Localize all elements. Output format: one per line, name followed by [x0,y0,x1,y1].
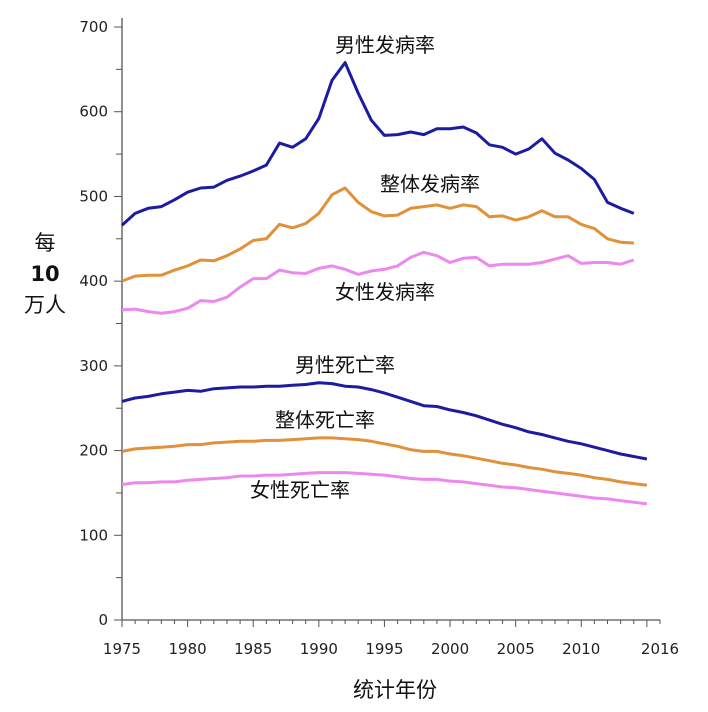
series-label-5: 女性死亡率 [250,478,350,502]
x-tick-label: 1980 [169,640,207,658]
x-tick-label: 1995 [365,640,403,658]
series-label-0: 男性发病率 [335,33,435,57]
series-line-0 [120,61,635,227]
series-lines [120,61,648,506]
x-tick-label: 2005 [497,640,535,658]
y-tick-label: 200 [79,442,108,460]
series-line-2 [121,250,635,315]
series-label-3: 男性死亡率 [295,353,395,377]
x-tick-label: 1990 [300,640,338,658]
x-axis-label: 统计年份 [353,678,437,702]
series-line-4 [121,436,648,487]
axes: 0 100 200 300 400 500 600 700 1975 1980 1985 1990 19… [79,18,679,658]
y-tick-label: 300 [79,357,108,375]
series-label-4: 整体死亡率 [275,408,375,432]
y-axis-label-3: 万人 [24,293,66,317]
series-label-2: 女性发病率 [335,280,435,304]
series-label-1: 整体发病率 [380,172,480,196]
y-axis-label-1: 每 [35,231,56,255]
x-tick-label: 2010 [562,640,600,658]
x-tick-label: 1985 [234,640,272,658]
y-axis-label-2: 10 [30,262,59,286]
y-tick-label: 600 [79,103,108,121]
series-line-3 [121,381,648,461]
y-tick-label: 100 [79,526,108,544]
y-tick-label: 0 [98,611,108,629]
x-tick-label: 1975 [103,640,141,658]
series-line-5 [121,471,648,506]
y-tick-label: 500 [79,187,108,205]
x-tick-label: 2016 [641,640,679,658]
series-line-1 [121,186,634,283]
y-tick-label: 700 [79,18,108,36]
x-tick-label: 2000 [431,640,469,658]
y-tick-label: 400 [79,272,108,290]
